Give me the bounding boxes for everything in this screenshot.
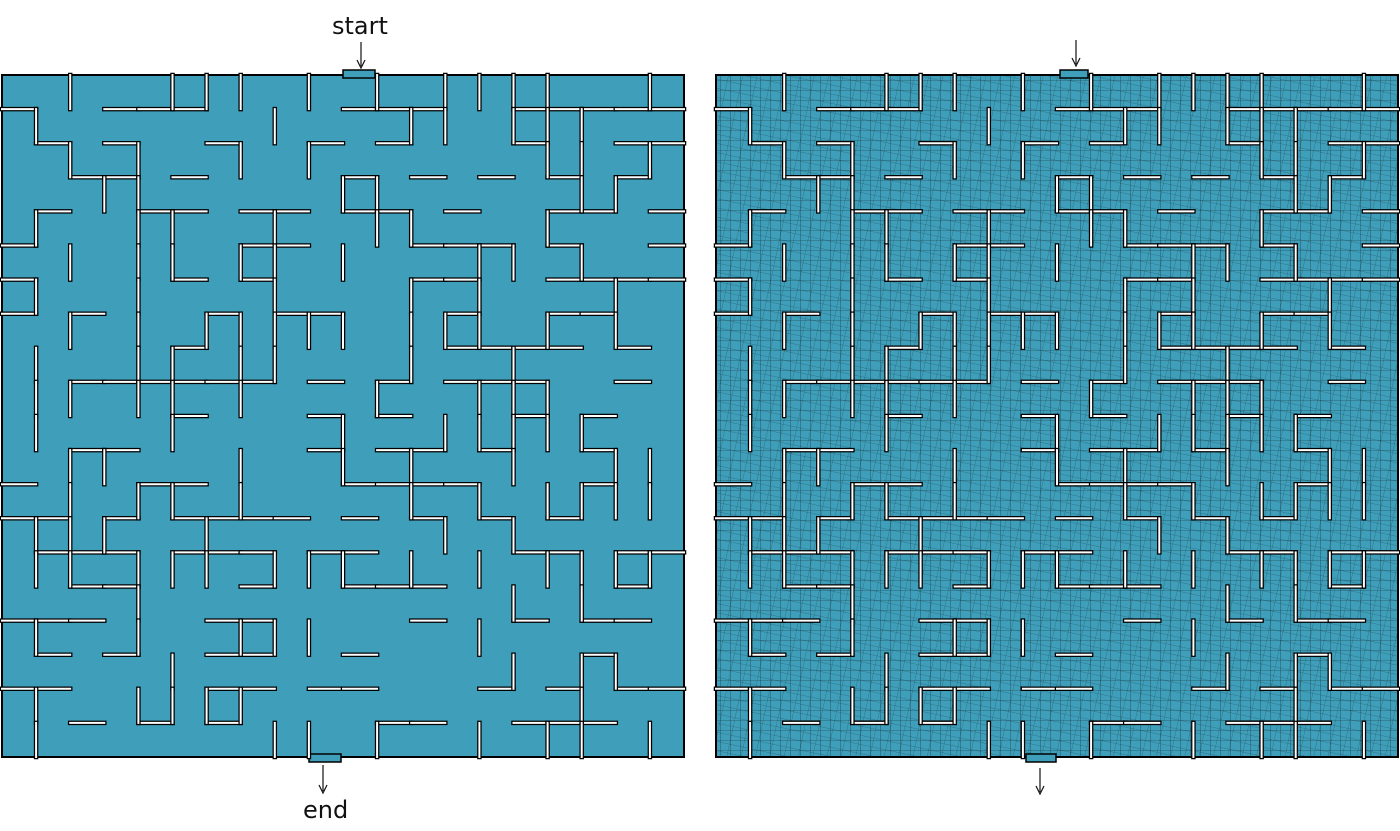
start-gap-right	[1059, 69, 1089, 79]
start-arrow-right	[1071, 40, 1081, 68]
maze-right	[713, 69, 1400, 763]
start-label: start	[332, 12, 388, 40]
start-gap-left	[342, 69, 376, 79]
start-arrow-left	[356, 42, 366, 70]
end-gap-right	[1025, 753, 1057, 763]
maze-right-walls	[713, 72, 1400, 760]
maze-left-walls	[0, 72, 687, 760]
maze-left	[0, 69, 687, 763]
end-label: end	[303, 796, 349, 824]
end-arrow-right	[1035, 768, 1045, 796]
end-arrow-left	[318, 765, 328, 795]
end-gap-left	[308, 753, 342, 763]
